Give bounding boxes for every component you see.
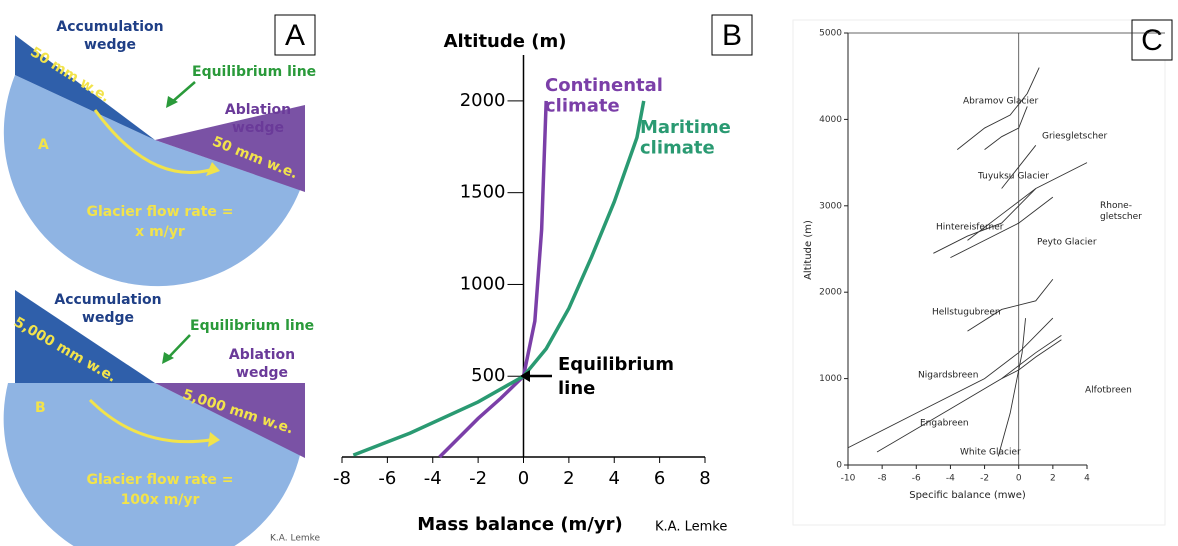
x-tick-label: 0 xyxy=(1016,474,1022,484)
y-tick-label: 1000 xyxy=(460,273,506,294)
label: Accumulation xyxy=(54,292,161,308)
credit: K.A. Lemke xyxy=(270,534,321,544)
y-tick-label: 1500 xyxy=(460,182,506,203)
series-label: Griesgletscher xyxy=(1042,132,1108,142)
figure: Accumulation wedge 50 mm w.e. Equilibriu… xyxy=(0,0,1178,546)
label: wedge xyxy=(84,37,136,53)
x-tick-label: -4 xyxy=(946,474,955,484)
x-tick-label: 8 xyxy=(699,468,710,489)
x-tick-label: 2 xyxy=(1050,474,1056,484)
series-label: Abramov Glacier xyxy=(963,97,1039,107)
label: B xyxy=(35,400,46,416)
credit: K.A. Lemke xyxy=(655,520,727,535)
panel-a-bottom: Accumulation wedge 5,000 mm w.e. Equilib… xyxy=(4,290,321,546)
y-tick-label: 2000 xyxy=(819,288,842,298)
x-tick-label: -2 xyxy=(469,468,487,489)
series-label: Nigardsbreen xyxy=(918,371,978,381)
label: Equilibrium line xyxy=(192,64,316,80)
label: wedge xyxy=(232,120,284,136)
series-label: Hellstugubreen xyxy=(932,308,1001,318)
pointer xyxy=(168,335,190,358)
x-tick-label: -8 xyxy=(878,474,887,484)
x-tick-label: -6 xyxy=(912,474,921,484)
y-tick-label: 3000 xyxy=(819,201,842,211)
label: 100x m/yr xyxy=(121,492,200,508)
label: Ablation xyxy=(229,347,295,363)
label: A xyxy=(38,137,49,153)
x-tick-label: -2 xyxy=(980,474,989,484)
x-tick-label: -8 xyxy=(333,468,351,489)
y-tick-label: 500 xyxy=(471,365,505,386)
panel-letter: A xyxy=(285,19,305,52)
y-tick-label: 5000 xyxy=(819,29,842,39)
label: wedge xyxy=(82,310,134,326)
x-tick-label: 0 xyxy=(518,468,529,489)
label: wedge xyxy=(236,365,288,381)
series-label: Peyto Glacier xyxy=(1037,238,1097,248)
label: Accumulation xyxy=(56,19,163,35)
annotation: line xyxy=(558,378,595,399)
y-tick-label: 2000 xyxy=(460,90,506,111)
panel-a: Accumulation wedge 50 mm w.e. Equilibriu… xyxy=(4,19,316,286)
axis-title: Altitude (m) xyxy=(444,31,567,52)
x-tick-label: -10 xyxy=(841,474,856,484)
axis-title: Altitude (m) xyxy=(803,220,814,280)
series-label: Hintereisferner xyxy=(936,223,1004,233)
panel-letter: C xyxy=(1141,24,1163,57)
x-tick-label: 6 xyxy=(654,468,665,489)
x-tick-label: -6 xyxy=(378,468,396,489)
panel-letter: B xyxy=(722,19,742,52)
series-label: Alfotbreen xyxy=(1085,386,1132,396)
x-tick-label: -4 xyxy=(424,468,442,489)
pointer xyxy=(172,82,195,102)
y-tick-label: 1000 xyxy=(819,374,842,384)
y-tick-label: 4000 xyxy=(819,115,842,125)
label: Glacier flow rate = xyxy=(86,472,233,488)
label: x m/yr xyxy=(135,224,185,240)
annotation: Equilibrium xyxy=(558,354,674,375)
x-tick-label: 4 xyxy=(1084,474,1090,484)
label: Glacier flow rate = xyxy=(86,204,233,220)
label: Equilibrium line xyxy=(190,318,314,334)
axis-title: Mass balance (m/yr) xyxy=(417,514,622,535)
series-label: Tuyuksu Glacier xyxy=(977,172,1049,182)
label: Ablation xyxy=(225,102,291,118)
x-tick-label: 4 xyxy=(609,468,620,489)
series-label: Engabreen xyxy=(920,419,969,429)
x-tick-label: 2 xyxy=(563,468,574,489)
y-tick-label: 0 xyxy=(836,461,842,471)
axis-title: Specific balance (mwe) xyxy=(909,490,1026,501)
series-label: White Glacier xyxy=(960,448,1021,458)
